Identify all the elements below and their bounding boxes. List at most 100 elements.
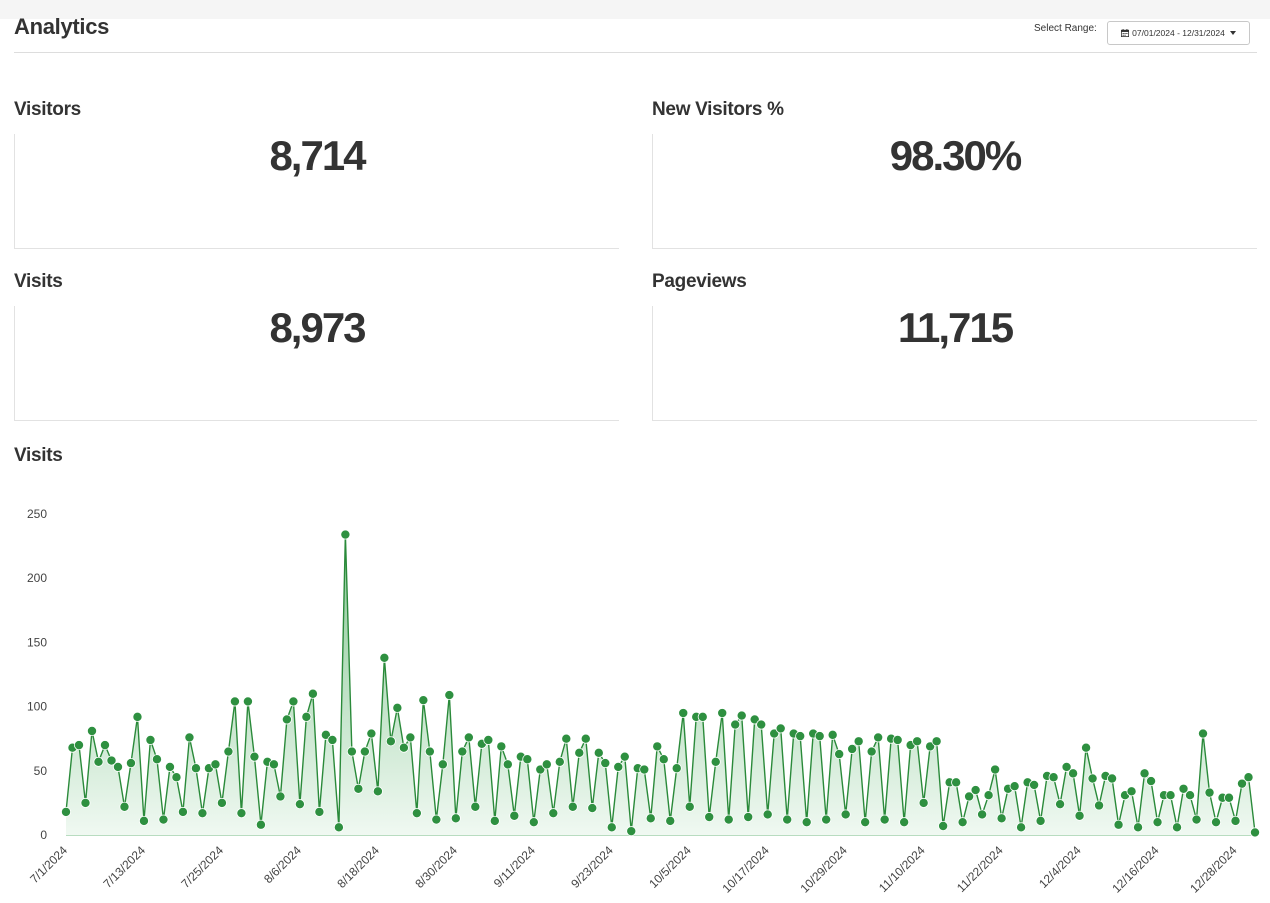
visits-data-point [899, 817, 910, 828]
x-tick-label: 12/4/2024 [1036, 843, 1084, 891]
visits-data-point [626, 826, 637, 837]
page-title: Analytics [14, 14, 110, 39]
visits-area-fill [66, 534, 1255, 835]
visits-data-point [567, 801, 578, 812]
x-tick-label: 8/6/2024 [261, 843, 304, 886]
visits-data-point [366, 728, 377, 739]
visits-data-point [1126, 786, 1137, 797]
visits-data-point [99, 740, 110, 751]
visits-data-point [80, 797, 91, 808]
header-divider [14, 52, 1257, 53]
select-range-label: Select Range: [1034, 23, 1097, 34]
visits-data-point [112, 761, 123, 772]
visits-data-point [301, 711, 312, 722]
visits-data-point [743, 812, 754, 823]
visits-data-point [184, 732, 195, 743]
visits-data-point [892, 734, 903, 745]
x-tick-label: 10/5/2024 [646, 843, 694, 891]
visits-data-point [470, 801, 481, 812]
visits-data-point [496, 741, 507, 752]
visits-data-point [457, 746, 468, 757]
visits-data-point [951, 777, 962, 788]
visits-data-point [1185, 790, 1196, 801]
visits-data-point [756, 719, 767, 730]
visits-data-point [535, 764, 546, 775]
calendar-icon [1121, 29, 1130, 37]
visits-data-point [821, 814, 832, 825]
visits-data-point [990, 764, 1001, 775]
visits-data-point [86, 725, 97, 736]
stat-value-visits: 8,973 [269, 304, 366, 351]
visits-data-point [769, 728, 780, 739]
visits-data-point [268, 759, 279, 770]
visits-data-point [418, 695, 429, 706]
visits-data-point [671, 763, 682, 774]
visits-data-point [288, 696, 299, 707]
x-tick-label: 7/13/2024 [100, 843, 148, 891]
y-tick-label: 200 [27, 571, 47, 585]
visits-data-point [444, 690, 455, 701]
visits-data-point [411, 808, 422, 819]
x-tick-label: 7/25/2024 [178, 843, 226, 891]
visits-data-point [1048, 772, 1059, 783]
date-range-picker-button[interactable]: 07/01/2024 - 12/31/2024 [1107, 21, 1250, 45]
visits-data-point [450, 813, 461, 824]
stat-card-visitors: 8,714 [14, 134, 619, 249]
x-tick-label: 12/28/2024 [1187, 843, 1240, 896]
x-tick-label: 9/23/2024 [568, 843, 616, 891]
x-tick-label: 9/11/2024 [491, 843, 538, 890]
visits-data-point [645, 813, 656, 824]
visits-data-point [255, 819, 266, 830]
stat-title-pageviews: Pageviews [652, 271, 747, 292]
visits-data-point [1224, 792, 1235, 803]
visits-data-point [320, 729, 331, 740]
stat-card-visits: 8,973 [14, 306, 619, 421]
visits-data-point [1113, 819, 1124, 830]
x-tick-label: 11/22/2024 [954, 843, 1006, 895]
visits-data-point [775, 723, 786, 734]
visits-data-point [197, 808, 208, 819]
visits-data-point [463, 732, 474, 743]
visits-data-point [964, 791, 975, 802]
visits-data-point [138, 815, 149, 826]
visits-data-point [593, 747, 604, 758]
visits-data-point [1146, 776, 1157, 787]
visits-data-point [392, 702, 403, 713]
visits-data-point [801, 817, 812, 828]
visits-data-point [1152, 817, 1163, 828]
visits-data-point [145, 734, 156, 745]
date-range-value: 07/01/2024 - 12/31/2024 [1132, 28, 1225, 38]
visits-data-point [177, 806, 188, 817]
visits-data-point [229, 696, 240, 707]
visits-data-point [359, 746, 370, 757]
x-tick-label: 10/17/2024 [719, 843, 772, 896]
visits-data-point [970, 785, 981, 796]
x-tick-label: 8/18/2024 [334, 843, 382, 891]
visits-data-point [658, 754, 669, 765]
visits-data-point [1191, 814, 1202, 825]
stat-value-new-visitors-percent: 98.30% [889, 132, 1022, 179]
visits-data-point [1081, 742, 1092, 753]
visits-data-point [736, 710, 747, 721]
visits-data-point [210, 759, 221, 770]
visits-data-point [1133, 822, 1144, 833]
visits-line [65, 534, 1256, 833]
visits-data-point [873, 732, 884, 743]
visits-data-point [528, 817, 539, 828]
visits-data-point [171, 772, 182, 783]
y-tick-label: 250 [27, 507, 47, 521]
visits-data-point [372, 786, 383, 797]
visits-data-point [860, 817, 871, 828]
visits-data-point [281, 714, 292, 725]
stat-card-new-visitors-percent: 98.30% [652, 134, 1257, 249]
visits-data-point [1204, 787, 1215, 798]
visits-data-point [730, 719, 741, 730]
visits-data-point [242, 696, 253, 707]
visits-data-point [957, 817, 968, 828]
visits-data-point [639, 764, 650, 775]
visits-data-point [489, 815, 500, 826]
visits-data-point [164, 761, 175, 772]
visits-data-point [827, 729, 838, 740]
visits-data-point [1074, 810, 1085, 821]
visits-data-point [431, 814, 442, 825]
